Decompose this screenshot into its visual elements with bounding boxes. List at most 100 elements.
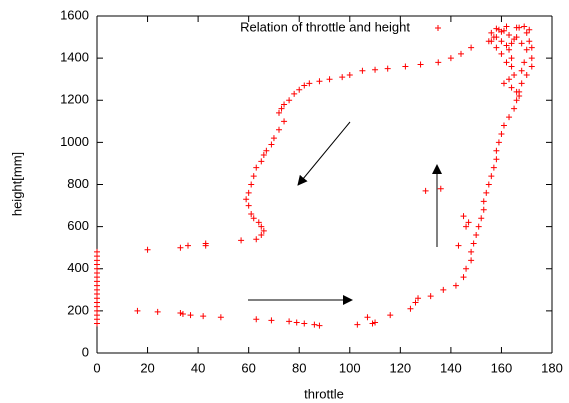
point (528, 55, 535, 62)
point (177, 244, 184, 251)
point (306, 80, 313, 87)
point (506, 76, 513, 83)
point (281, 118, 288, 125)
point (498, 50, 505, 57)
point (516, 93, 523, 100)
point (296, 86, 303, 93)
point (503, 59, 510, 66)
y-tick-label: 1400 (60, 50, 89, 65)
point (475, 223, 482, 230)
point (513, 88, 520, 95)
plot-frame (96, 15, 553, 354)
point (516, 24, 523, 31)
point (490, 164, 497, 171)
point (498, 130, 505, 137)
point (286, 97, 293, 104)
point (387, 312, 394, 319)
point (508, 40, 515, 47)
x-tick-label: 60 (241, 360, 255, 375)
point (286, 318, 293, 325)
point (243, 196, 250, 203)
point (291, 90, 298, 97)
point (187, 312, 194, 319)
point (485, 181, 492, 188)
point (455, 242, 462, 249)
point (447, 55, 454, 62)
point (253, 236, 260, 243)
point (253, 164, 260, 171)
point (508, 55, 515, 62)
point (468, 44, 475, 51)
point (179, 311, 186, 318)
point (483, 189, 490, 196)
point (511, 36, 518, 43)
point (523, 46, 530, 53)
point (506, 46, 513, 53)
point (177, 309, 184, 316)
point (258, 158, 265, 165)
point (278, 105, 285, 112)
point (263, 147, 270, 154)
point (528, 44, 535, 51)
point (369, 320, 376, 327)
point (473, 232, 480, 239)
point (364, 314, 371, 321)
point (526, 26, 533, 33)
point (518, 80, 525, 87)
point (460, 213, 467, 220)
point (468, 248, 475, 255)
point (493, 156, 500, 163)
point (437, 185, 444, 192)
point (250, 173, 257, 180)
point (417, 61, 424, 68)
point (258, 232, 265, 239)
y-tick-label: 1600 (60, 7, 89, 22)
point (493, 147, 500, 154)
y-axis-label: height[mm] (9, 152, 24, 216)
point (250, 215, 257, 222)
point (503, 42, 510, 49)
point (253, 316, 260, 323)
x-tick-label: 40 (191, 360, 205, 375)
point (518, 67, 525, 74)
point (495, 139, 502, 146)
point (511, 105, 518, 112)
x-tick-label: 0 (93, 360, 100, 375)
point (258, 223, 265, 230)
point (268, 141, 275, 148)
point (452, 282, 459, 289)
point (248, 210, 255, 217)
y-tick-label: 1200 (60, 92, 89, 107)
point (311, 321, 318, 328)
x-tick-label: 120 (389, 360, 411, 375)
point (260, 152, 267, 159)
point (485, 38, 492, 45)
point (465, 219, 472, 226)
point (490, 34, 497, 41)
point (281, 101, 288, 108)
point (521, 59, 528, 66)
point (478, 215, 485, 222)
point (255, 219, 262, 226)
point (440, 286, 447, 293)
point (500, 80, 507, 87)
x-tick-label: 100 (339, 360, 361, 375)
point (513, 97, 520, 104)
x-tick-label: 140 (440, 360, 462, 375)
point (415, 295, 422, 302)
point (301, 82, 308, 89)
point (435, 59, 442, 66)
point (480, 206, 487, 213)
point (506, 31, 513, 38)
point (354, 321, 361, 328)
point (508, 84, 515, 91)
point (526, 38, 533, 45)
point (134, 307, 141, 314)
x-axis-label: throttle (304, 386, 344, 401)
point (407, 305, 414, 312)
arrow (297, 121, 351, 186)
point (372, 319, 379, 326)
point (402, 63, 409, 70)
point (217, 314, 224, 321)
